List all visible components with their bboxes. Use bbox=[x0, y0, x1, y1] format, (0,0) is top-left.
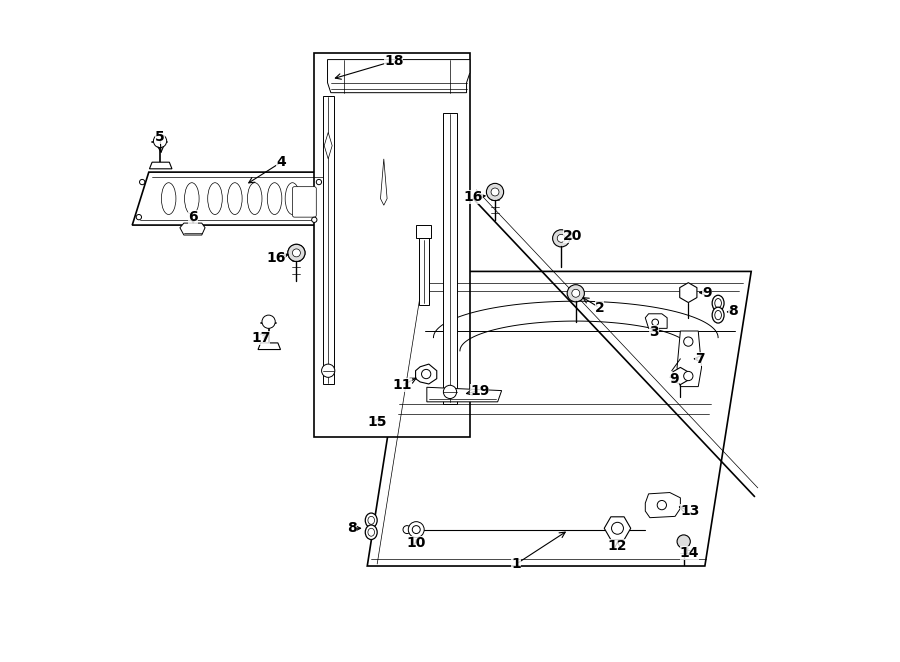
Text: 9: 9 bbox=[669, 371, 679, 386]
Text: 1: 1 bbox=[511, 557, 521, 571]
Circle shape bbox=[567, 285, 584, 302]
Text: 2: 2 bbox=[595, 301, 605, 315]
Polygon shape bbox=[677, 331, 702, 387]
Circle shape bbox=[292, 249, 301, 257]
Circle shape bbox=[316, 179, 321, 185]
Polygon shape bbox=[132, 172, 331, 225]
Ellipse shape bbox=[715, 299, 722, 308]
Circle shape bbox=[652, 319, 659, 326]
Text: 19: 19 bbox=[470, 383, 490, 398]
Text: 18: 18 bbox=[384, 54, 403, 68]
Circle shape bbox=[262, 315, 275, 328]
Polygon shape bbox=[416, 364, 436, 384]
Ellipse shape bbox=[267, 183, 282, 214]
Polygon shape bbox=[328, 60, 470, 93]
Ellipse shape bbox=[184, 183, 199, 214]
FancyBboxPatch shape bbox=[292, 187, 316, 217]
Text: 15: 15 bbox=[367, 415, 387, 430]
Circle shape bbox=[140, 179, 145, 185]
Circle shape bbox=[684, 371, 693, 381]
Text: 16: 16 bbox=[464, 190, 483, 205]
Text: 8: 8 bbox=[347, 521, 357, 536]
Text: 9: 9 bbox=[702, 285, 712, 300]
Ellipse shape bbox=[285, 183, 300, 214]
Text: 13: 13 bbox=[680, 504, 699, 518]
Text: 12: 12 bbox=[608, 539, 627, 553]
Ellipse shape bbox=[368, 528, 374, 536]
Polygon shape bbox=[367, 271, 752, 566]
Circle shape bbox=[136, 214, 141, 220]
Ellipse shape bbox=[365, 525, 377, 540]
Ellipse shape bbox=[228, 183, 242, 214]
Text: 8: 8 bbox=[728, 304, 738, 318]
Text: 17: 17 bbox=[251, 330, 270, 345]
Text: 14: 14 bbox=[680, 545, 699, 560]
Ellipse shape bbox=[161, 183, 176, 214]
Text: 6: 6 bbox=[188, 210, 198, 224]
Polygon shape bbox=[258, 343, 281, 350]
Circle shape bbox=[288, 244, 305, 261]
Ellipse shape bbox=[715, 310, 722, 320]
Bar bbox=[314, 53, 470, 437]
Polygon shape bbox=[381, 159, 387, 205]
Circle shape bbox=[321, 364, 335, 377]
Text: 7: 7 bbox=[696, 352, 705, 366]
Circle shape bbox=[421, 369, 431, 379]
Ellipse shape bbox=[248, 183, 262, 214]
Circle shape bbox=[311, 217, 317, 222]
Text: 5: 5 bbox=[155, 130, 165, 144]
Circle shape bbox=[684, 337, 693, 346]
Polygon shape bbox=[323, 96, 334, 384]
Polygon shape bbox=[416, 225, 431, 238]
Circle shape bbox=[557, 234, 565, 242]
Circle shape bbox=[412, 526, 420, 534]
Polygon shape bbox=[149, 162, 172, 169]
Circle shape bbox=[409, 522, 424, 538]
Ellipse shape bbox=[208, 183, 222, 214]
Polygon shape bbox=[427, 387, 501, 402]
Circle shape bbox=[657, 500, 667, 510]
Text: 10: 10 bbox=[407, 536, 426, 550]
Circle shape bbox=[288, 244, 305, 261]
Circle shape bbox=[553, 230, 570, 247]
Ellipse shape bbox=[365, 513, 377, 528]
Text: 16: 16 bbox=[267, 251, 286, 265]
Text: 3: 3 bbox=[649, 325, 659, 340]
Circle shape bbox=[403, 526, 411, 534]
Text: 20: 20 bbox=[562, 229, 582, 244]
Circle shape bbox=[491, 188, 499, 196]
Polygon shape bbox=[180, 223, 205, 235]
Polygon shape bbox=[645, 314, 667, 328]
Polygon shape bbox=[418, 238, 428, 305]
Circle shape bbox=[611, 522, 624, 534]
Ellipse shape bbox=[712, 295, 724, 311]
Text: 4: 4 bbox=[276, 155, 286, 169]
Polygon shape bbox=[444, 113, 456, 404]
Ellipse shape bbox=[712, 307, 724, 323]
Polygon shape bbox=[645, 493, 680, 518]
Ellipse shape bbox=[368, 516, 374, 524]
Polygon shape bbox=[324, 132, 332, 159]
Circle shape bbox=[572, 289, 580, 297]
Circle shape bbox=[153, 134, 166, 148]
Circle shape bbox=[486, 183, 504, 201]
Text: 11: 11 bbox=[392, 378, 412, 393]
Circle shape bbox=[677, 535, 690, 548]
Circle shape bbox=[444, 385, 456, 399]
